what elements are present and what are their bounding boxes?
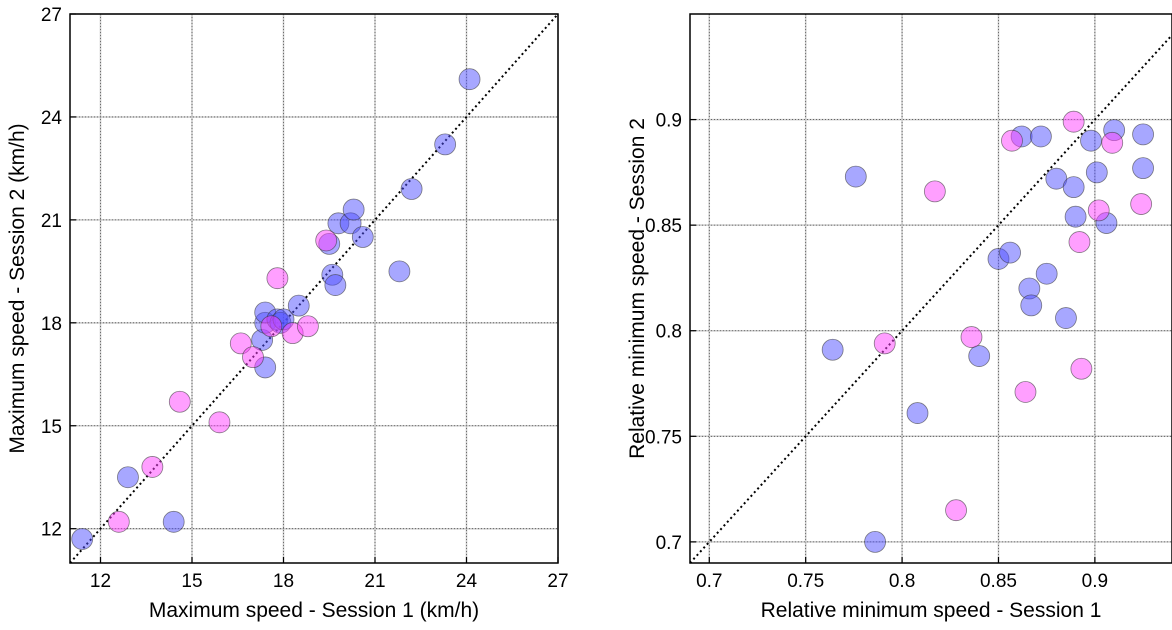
plot-frame [69,13,559,564]
x-tick-label: 0.9 [1082,571,1108,592]
data-point [1020,294,1043,317]
data-points [821,110,1154,553]
y-tick-label: 12 [41,520,62,541]
grid-lines [690,14,1172,563]
data-point [1130,193,1153,215]
data-point [324,274,347,296]
data-point [315,229,338,252]
x-tick-label: 0.75 [787,571,824,592]
x-tick-label: 24 [456,571,478,592]
data-point [458,68,481,91]
data-point [960,326,983,348]
identity-line [689,34,1172,564]
data-point [1080,129,1102,152]
data-point [1070,357,1093,380]
data-point [242,346,264,369]
data-point [287,294,310,317]
data-point [296,315,319,338]
y-axis-label: Maximum speed - Session 2 (km/h) [6,123,29,453]
data-point [162,510,185,533]
data-point [107,510,130,533]
x-tick-label: 27 [547,571,568,592]
data-point [260,315,283,338]
data-point [1001,129,1023,152]
y-tick-label: 18 [41,314,62,335]
data-point [1062,110,1085,133]
y-tick-label: 0.85 [645,216,682,237]
data-point [1035,262,1058,285]
y-axis-label: Relative minimum speed - Session 2 [626,118,649,459]
y-tick-label: 21 [41,211,62,232]
data-point [1062,176,1085,199]
data-point [906,402,929,424]
data-point [400,178,423,200]
y-tick-label: 0.7 [656,533,682,554]
data-point [266,267,289,290]
data-point [168,390,191,413]
data-point [71,528,94,550]
data-point [1132,157,1154,180]
data-point [1055,307,1077,329]
y-tick-label: 0.75 [645,427,682,448]
data-point [1064,205,1087,228]
y-tick-label: 0.8 [656,322,682,343]
data-point [864,530,886,553]
data-point [1087,199,1110,222]
x-tick-label: 12 [90,571,111,592]
y-tick-label: 15 [41,417,62,438]
scatter-chart-max-speed: 12 15 18 21 24 27 12 15 18 21 24 27 Maximum speed … [6,5,569,622]
data-point [1014,381,1037,403]
x-tick-labels: 12 15 18 21 24 27 [90,557,569,592]
data-point [141,456,164,478]
data-point [1029,125,1052,148]
data-point [229,332,252,355]
data-point [1101,131,1124,154]
scatter-chart-relative-min-speed: 0.7 0.75 0.8 0.85 0.9 0.7 0.75 0.8 0.85 0.9 Rela… [626,13,1172,622]
x-tick-labels: 0.7 0.75 0.8 0.85 0.9 [696,557,1108,592]
y-tick-label: 0.9 [656,111,682,132]
data-point [434,133,457,156]
x-tick-label: 0.85 [980,571,1017,592]
data-point [351,226,374,248]
data-points [71,68,481,550]
y-tick-labels: 12 15 18 21 24 27 [41,5,76,541]
x-axis-label: Maximum speed - Session 1 (km/h) [149,599,479,622]
data-point [844,165,867,188]
data-point [1068,231,1091,253]
data-point [342,198,365,221]
data-point [117,466,139,489]
data-point [1085,161,1108,184]
data-point [968,345,991,367]
data-point [923,180,946,203]
data-point [999,241,1021,264]
identity-line [69,13,559,564]
x-tick-label: 0.8 [889,571,915,592]
plot-frame [689,13,1172,564]
data-point [873,332,896,355]
x-tick-label: 21 [364,571,385,592]
x-tick-label: 15 [181,571,202,592]
y-tick-labels: 0.7 0.75 0.8 0.85 0.9 [645,111,696,554]
y-tick-label: 27 [41,5,62,26]
data-point [208,411,231,434]
data-point [945,499,967,522]
data-point [388,260,411,283]
data-point [1132,123,1154,146]
x-tick-label: 18 [273,571,294,592]
data-point [821,338,844,361]
x-axis-label: Relative minimum speed - Session 1 [761,599,1102,622]
x-tick-label: 0.7 [696,571,722,592]
y-tick-label: 24 [41,108,63,129]
